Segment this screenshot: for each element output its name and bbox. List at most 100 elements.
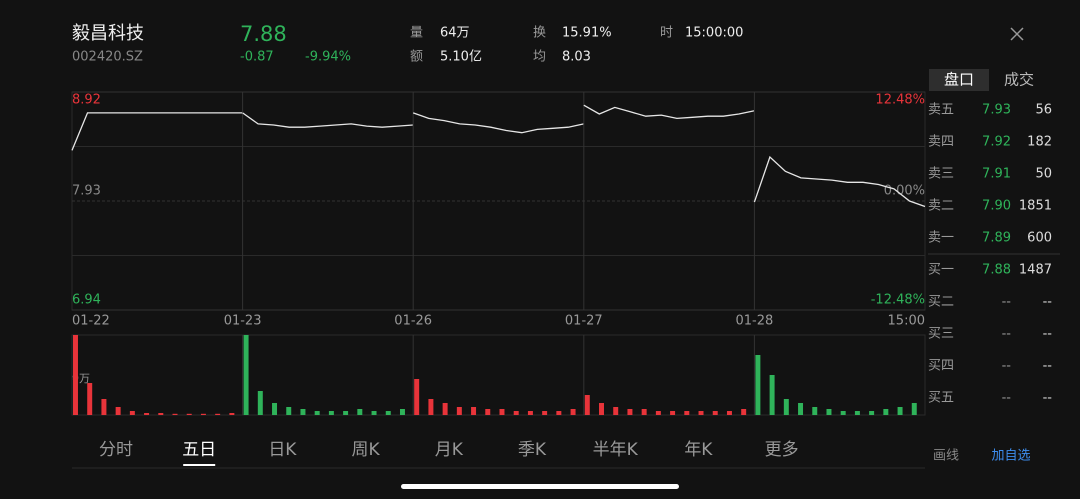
stat-value: 5.10亿 — [440, 50, 482, 65]
stat-label: 量 — [410, 26, 423, 41]
ob-volume: 182 — [1027, 135, 1052, 150]
x-tick-label: 01-23 — [224, 314, 262, 329]
volume-bar — [670, 411, 676, 415]
period-tab[interactable]: 季K — [518, 440, 547, 460]
y-tick-label: 8.92 — [72, 93, 101, 108]
ob-label: 卖三 — [928, 167, 954, 182]
ob-price: 7.92 — [982, 135, 1011, 150]
header: 毅昌科技 002420.SZ 7.88 -0.87 -9.94% — [72, 22, 351, 65]
volume-bar — [371, 411, 377, 415]
volume-bar — [897, 407, 903, 415]
volume-bar — [428, 399, 434, 415]
volume-bar — [87, 383, 93, 415]
stat-value: 15:00:00 — [685, 26, 743, 41]
stat-label: 时 — [660, 26, 673, 41]
period-tab[interactable]: 月K — [435, 440, 464, 460]
ob-label: 卖二 — [928, 199, 954, 214]
volume-bar — [584, 395, 590, 415]
volume-bar — [485, 409, 491, 415]
tab[interactable]: 成交 — [1004, 71, 1034, 89]
tab-underline — [183, 464, 216, 466]
volume-bar — [442, 403, 448, 415]
volume-bar — [599, 403, 604, 415]
y2-tick-label: -12.48% — [871, 293, 925, 308]
volume-bar — [314, 411, 320, 415]
action[interactable]: 画线 — [933, 449, 959, 464]
ob-price: -- — [1002, 295, 1012, 310]
volume-bar — [343, 411, 349, 415]
period-tab[interactable]: 周K — [352, 440, 381, 460]
volume-bar — [641, 409, 647, 415]
volume-bar — [869, 411, 875, 415]
volume-bar — [144, 413, 150, 415]
y2-tick-label: 0.00% — [884, 184, 925, 199]
ob-volume: 50 — [1035, 167, 1052, 182]
period-tab[interactable]: 更多 — [765, 440, 799, 460]
volume-bar — [243, 335, 249, 415]
period-tab[interactable]: 半年K — [593, 440, 639, 460]
volume-bar — [471, 407, 477, 415]
ob-label: 买五 — [928, 391, 954, 406]
ob-volume: -- — [1043, 327, 1053, 342]
tab[interactable]: 盘口 — [944, 71, 974, 89]
action[interactable]: 加自选 — [991, 449, 1030, 464]
volume-bar — [300, 409, 306, 415]
price-line — [583, 104, 755, 120]
volume-bar — [229, 413, 235, 415]
price-line — [242, 112, 414, 128]
volume-bar — [684, 411, 690, 415]
volume-bar — [200, 413, 206, 415]
volume-bar — [570, 409, 576, 415]
volume-bar — [769, 375, 775, 415]
volume-bar — [172, 413, 178, 415]
volume-bar — [286, 407, 292, 415]
volume-bar — [542, 411, 548, 415]
x-end-label: 15:00 — [888, 314, 925, 329]
volume-bar — [613, 407, 619, 415]
price: 7.88 — [240, 22, 287, 46]
volume-bar — [499, 409, 505, 415]
ob-price: 7.90 — [982, 199, 1011, 214]
volume-bar — [272, 403, 278, 415]
volume-bar — [812, 407, 818, 415]
volume-frame — [71, 334, 926, 416]
volume-bar — [911, 403, 917, 415]
volume-bar — [129, 411, 135, 415]
period-tab[interactable]: 年K — [684, 440, 713, 460]
y-tick-label: 6.94 — [72, 293, 101, 308]
ob-label: 买一 — [928, 263, 954, 278]
ob-price: 7.89 — [982, 231, 1011, 246]
x-tick-label: 01-22 — [72, 314, 110, 329]
stat-value: 8.03 — [562, 50, 591, 65]
close-button[interactable] — [1010, 27, 1024, 41]
volume-bar — [158, 413, 164, 415]
volume-bar — [513, 411, 519, 415]
ob-price: 7.93 — [982, 103, 1011, 118]
volume-bar — [698, 411, 704, 415]
x-tick-label: 01-26 — [394, 314, 432, 329]
volume-bar — [556, 411, 562, 415]
price-line — [71, 112, 243, 151]
ob-label: 买四 — [928, 359, 954, 374]
volume-bar — [73, 335, 78, 415]
change: -0.87 — [240, 50, 274, 65]
ob-label: 买二 — [928, 295, 954, 310]
period-tab[interactable]: 日K — [268, 440, 297, 460]
volume-bar — [257, 391, 263, 415]
ob-price: 7.88 — [982, 263, 1011, 278]
stat-value: 15.91% — [562, 26, 612, 41]
volume-bar — [840, 411, 846, 415]
period-tab[interactable]: 分时 — [99, 440, 133, 460]
stock-name: 毅昌科技 — [72, 23, 144, 44]
ob-volume: -- — [1043, 359, 1053, 374]
y-tick-label: 7.93 — [72, 184, 101, 199]
ob-volume: 1851 — [1019, 199, 1052, 214]
ob-label: 买三 — [928, 327, 954, 342]
volume-bar — [655, 411, 661, 415]
volume-bar — [357, 409, 363, 415]
ob-volume: 1487 — [1019, 263, 1052, 278]
period-tab[interactable]: 五日 — [182, 440, 216, 460]
volume-bar — [215, 413, 221, 415]
ob-volume: 56 — [1035, 103, 1052, 118]
